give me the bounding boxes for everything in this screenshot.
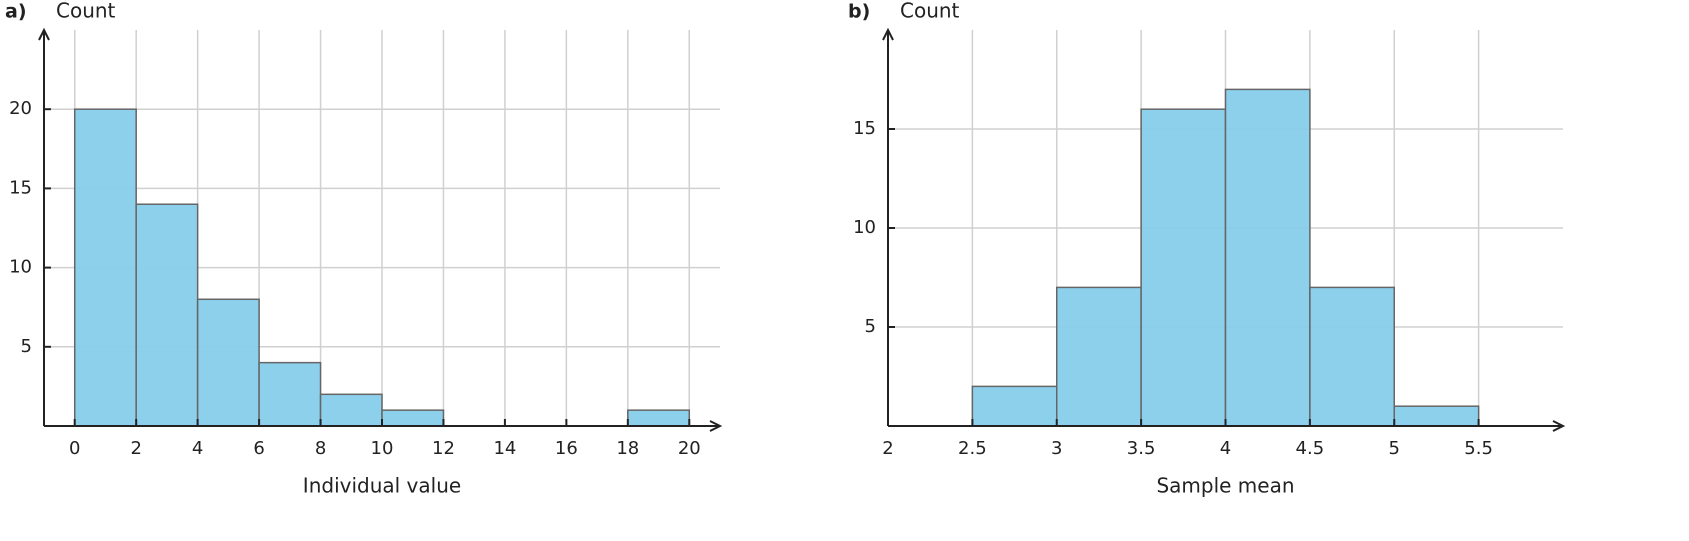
bar <box>627 409 691 427</box>
x-tick-label: 2 <box>882 438 893 459</box>
panel-label: b) <box>848 1 870 23</box>
y-tick-label: 10 <box>9 257 32 278</box>
y-tick-label: 20 <box>9 98 32 119</box>
y-tick-label: 5 <box>21 336 32 357</box>
y-tick-label: 5 <box>865 316 876 337</box>
x-tick-label: 10 <box>371 438 394 459</box>
x-tick-label: 4.5 <box>1296 438 1325 459</box>
x-tick-label: 8 <box>315 438 326 459</box>
bar <box>1309 286 1395 427</box>
y-tick-label: 15 <box>853 118 876 139</box>
x-tick-label: 20 <box>678 438 701 459</box>
bar <box>1056 286 1142 427</box>
y-axis-label: Count <box>56 0 116 23</box>
bar <box>73 108 137 427</box>
x-tick-label: 14 <box>493 438 516 459</box>
bar <box>1224 88 1311 427</box>
bar <box>1140 108 1227 427</box>
x-tick-label: 18 <box>616 438 639 459</box>
x-axis <box>44 420 723 432</box>
x-axis-label: Individual value <box>303 474 461 498</box>
bar <box>319 393 383 427</box>
x-axis <box>888 420 1566 432</box>
x-tick-label: 6 <box>253 438 264 459</box>
x-tick-label: 5.5 <box>1464 438 1493 459</box>
x-tick-label: 3 <box>1051 438 1062 459</box>
bar <box>196 298 260 427</box>
x-tick-label: 5 <box>1389 438 1400 459</box>
bar <box>381 409 445 427</box>
x-tick-label: 2.5 <box>958 438 987 459</box>
y-axis <box>882 27 894 426</box>
x-tick-label: 16 <box>555 438 578 459</box>
x-tick-label: 3.5 <box>1127 438 1156 459</box>
y-tick-label: 10 <box>853 217 876 238</box>
y-tick-label: 15 <box>9 177 32 198</box>
x-tick-label: 4 <box>1220 438 1231 459</box>
panel-label: a) <box>5 1 27 23</box>
bar <box>971 385 1058 427</box>
bar <box>135 203 199 427</box>
x-tick-label: 0 <box>69 438 80 459</box>
bar <box>258 361 322 427</box>
bar <box>1393 405 1480 427</box>
y-axis-label: Count <box>900 0 960 23</box>
x-axis-label: Sample mean <box>1156 474 1294 498</box>
x-tick-label: 12 <box>432 438 455 459</box>
x-tick-label: 2 <box>130 438 141 459</box>
x-tick-label: 4 <box>192 438 203 459</box>
y-axis <box>38 27 50 426</box>
